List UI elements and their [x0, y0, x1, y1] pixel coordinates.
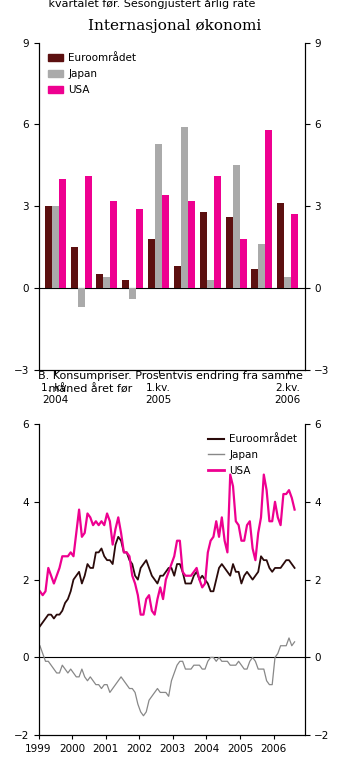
Legend: Euroområdet, Japan, USA: Euroområdet, Japan, USA	[206, 433, 299, 478]
Bar	[162, 195, 169, 288]
Text: 2.kv.: 2.kv.	[275, 383, 300, 393]
Bar	[148, 239, 155, 288]
Bar	[174, 266, 181, 288]
Bar	[71, 247, 78, 288]
Bar	[200, 212, 207, 288]
Bar	[258, 244, 265, 288]
Bar	[277, 204, 284, 288]
Bar	[265, 130, 272, 288]
Text: 2005: 2005	[146, 395, 172, 405]
Bar	[251, 269, 258, 288]
Text: 2006: 2006	[275, 395, 301, 405]
Bar	[188, 201, 195, 288]
Bar	[129, 288, 136, 299]
Bar	[239, 239, 246, 288]
Bar	[181, 127, 188, 288]
Text: 1.kv.: 1.kv.	[146, 383, 171, 393]
Legend: Euroområdet, Japan, USA: Euroområdet, Japan, USA	[46, 51, 138, 97]
Bar	[291, 214, 298, 288]
Bar	[59, 179, 66, 288]
Text: Internasjonal økonomi: Internasjonal økonomi	[88, 19, 262, 33]
Bar	[233, 166, 239, 288]
Bar	[85, 177, 92, 288]
Bar	[45, 206, 52, 288]
Bar	[110, 201, 117, 288]
Bar	[52, 206, 59, 288]
Text: 1. kv.: 1. kv.	[41, 383, 69, 393]
Text: B. Konsumpriser. Prosentvis endring fra samme
   måned året før: B. Konsumpriser. Prosentvis endring fra …	[38, 371, 303, 394]
Bar	[207, 280, 214, 288]
Bar	[155, 143, 162, 288]
Bar	[122, 280, 129, 288]
Bar	[226, 217, 233, 288]
Bar	[78, 288, 85, 307]
Bar	[136, 209, 143, 288]
Text: 2004: 2004	[42, 395, 68, 405]
Bar	[97, 274, 104, 288]
Bar	[284, 277, 291, 288]
Text: A. BNP-vekst internasjonalt. Prosentvis vekst fra
   kvartalet før. Sesongjuster: A. BNP-vekst internasjonalt. Prosentvis …	[38, 0, 307, 9]
Bar	[104, 277, 110, 288]
Bar	[214, 177, 221, 288]
